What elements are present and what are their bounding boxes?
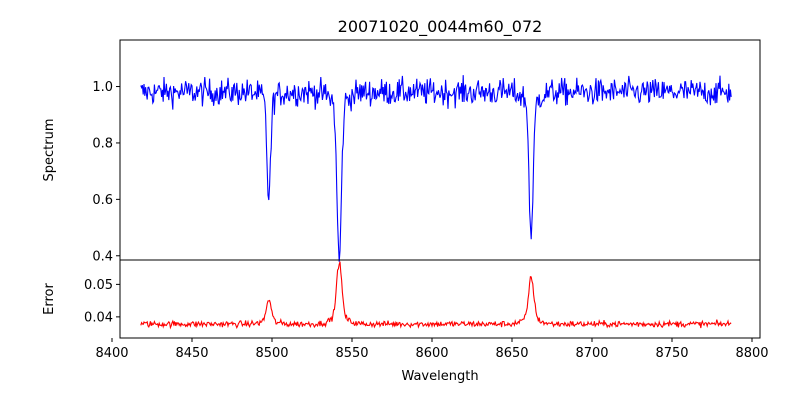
x-tick-label: 8500 [255, 346, 288, 361]
spectrum-y-tick-label: 0.4 [92, 249, 113, 264]
error-panel: 0.04 0.05 8400 8450 8500 8550 8600 8650 8700 875… [42, 259, 769, 384]
x-axis-label: Wavelength [401, 369, 478, 384]
error-x-ticks: 8400 8450 8500 8550 8600 8650 8700 8750 8800 [95, 338, 769, 361]
x-tick-label: 8750 [655, 346, 688, 361]
x-tick-label: 8600 [415, 346, 448, 361]
error-y-tick-label: 0.04 [84, 310, 113, 325]
spectrum-y-tick-label: 0.6 [92, 193, 113, 208]
spectrum-y-tick-label: 1.0 [92, 80, 113, 95]
spectrum-y-ticks: 0.4 0.6 0.8 1.0 [92, 80, 120, 264]
error-y-ticks: 0.04 0.05 [84, 278, 120, 325]
x-tick-label: 8800 [735, 346, 768, 361]
error-axes-frame [119, 259, 761, 339]
x-tick-label: 8550 [335, 346, 368, 361]
error-y-axis-label: Error [42, 283, 57, 315]
chart-title: 20071020_0044m60_072 [338, 17, 543, 37]
error-series-line [140, 261, 732, 330]
x-tick-label: 8450 [175, 346, 208, 361]
spectrum-y-tick-label: 0.8 [92, 136, 113, 151]
x-tick-label: 8650 [495, 346, 528, 361]
x-tick-label: 8400 [95, 346, 128, 361]
spectrum-series-line [140, 75, 732, 262]
x-tick-label: 8700 [575, 346, 608, 361]
error-y-tick-label: 0.05 [84, 278, 113, 293]
spectrum-y-axis-label: Spectrum [42, 119, 57, 182]
